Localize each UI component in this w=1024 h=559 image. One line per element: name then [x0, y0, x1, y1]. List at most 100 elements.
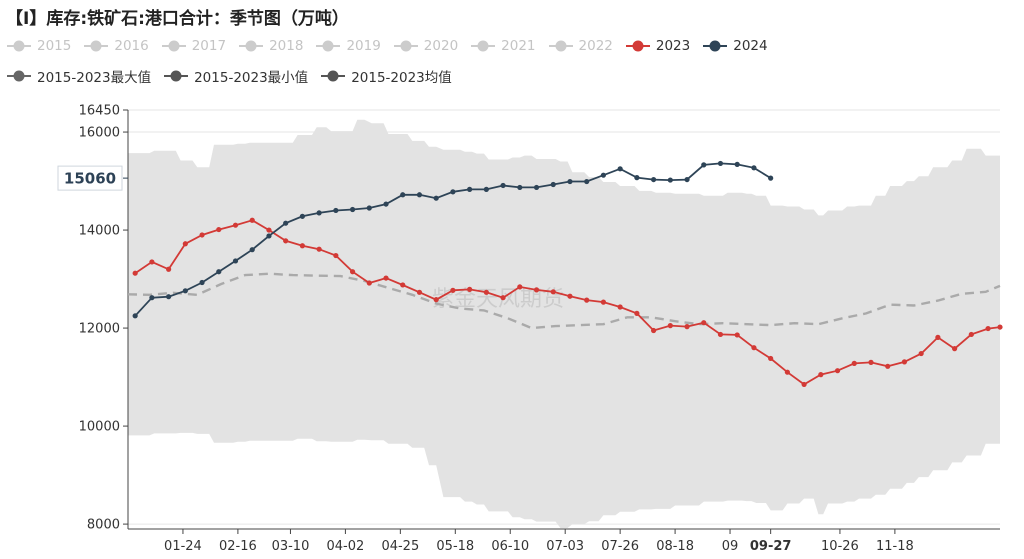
legend-item[interactable]: 2022 — [548, 38, 613, 54]
series-2024-point — [550, 181, 556, 188]
series-2023-point — [935, 334, 941, 340]
series-2023-point — [667, 323, 673, 329]
legend-item[interactable]: 2024 — [702, 38, 768, 54]
legend-item[interactable]: 2015-2023最小值 — [163, 66, 308, 86]
x-tick-label: 09 — [722, 539, 739, 554]
legend-label: 2016 — [114, 38, 149, 54]
series-2024-point — [450, 189, 456, 195]
series-2024-point — [667, 177, 673, 183]
legend-item[interactable]: 2021 — [470, 38, 536, 54]
y-tick-label: 12000 — [79, 322, 120, 337]
series-2023-point — [266, 227, 272, 233]
series-2023-point — [851, 360, 857, 366]
x-tick-label: 07-03 — [546, 539, 584, 554]
legend-item[interactable]: 2016 — [83, 38, 149, 54]
series-2024-point — [283, 220, 289, 226]
series-2023-point — [617, 304, 623, 310]
series-2023-point — [968, 331, 974, 338]
x-tick-label: 03-10 — [272, 539, 310, 554]
series-2024-point — [132, 313, 138, 319]
series-2024-point — [701, 162, 707, 168]
series-2024-point — [500, 182, 506, 189]
legend-item[interactable]: 2023 — [625, 38, 690, 54]
line-dot-icon — [161, 40, 186, 52]
legend-item[interactable]: 2015-2023均值 — [320, 66, 452, 86]
line-dot-icon — [239, 40, 264, 52]
legend-item[interactable]: 2018 — [238, 38, 303, 54]
series-2023-point — [751, 345, 757, 351]
chart-title: 【I】库存:铁矿石:港口合计：季节图（万吨） — [6, 9, 349, 29]
x-tick-label: 04-02 — [327, 539, 365, 554]
series-2024-point — [684, 176, 690, 183]
legend-label: 2015-2023最大值 — [37, 70, 152, 86]
series-2024-point — [216, 269, 222, 275]
legend-label: 2019 — [346, 38, 381, 54]
legend-item[interactable]: 2015 — [6, 38, 71, 54]
series-2023-point — [784, 369, 790, 375]
series-2024-point — [166, 294, 172, 300]
series-2024-point — [533, 184, 540, 191]
series-2024-point — [400, 192, 406, 198]
series-2024-point — [366, 205, 372, 211]
series-2024-point — [517, 184, 523, 191]
x-tick-label: 05-18 — [436, 539, 474, 554]
line-dot-icon — [393, 40, 418, 52]
x-tick-label: 01-24 — [164, 539, 202, 554]
series-2023-point — [199, 232, 205, 238]
current-value-label: 15060 — [64, 170, 116, 188]
series-2023-point — [433, 297, 439, 303]
series-2023-point — [467, 286, 473, 292]
line-dot-icon — [164, 70, 189, 82]
series-2023-point — [299, 243, 305, 249]
line-dot-icon — [625, 40, 650, 52]
legend-label: 2015-2023最小值 — [194, 70, 309, 86]
line-dot-icon — [7, 70, 31, 82]
legend-item[interactable]: 2017 — [161, 38, 226, 54]
series-2023-point — [283, 238, 289, 244]
x-tick-label: 07-26 — [601, 539, 639, 554]
series-2023-point — [232, 222, 239, 228]
series-2024-point — [299, 213, 305, 219]
axis-labels: 8000 10000 12000 14000 16000 16450 01-24 02-16 0… — [57, 104, 914, 554]
legend-label: 2021 — [501, 38, 536, 54]
series-2024-point — [416, 192, 423, 198]
y-tick-label: 8000 — [87, 518, 120, 533]
series-2024-point — [199, 279, 205, 286]
series-2024-point — [584, 178, 590, 185]
series-2023-point — [450, 287, 456, 293]
min-max-band — [128, 119, 1000, 529]
series-2024-point — [467, 186, 473, 192]
series-2023-point — [734, 332, 740, 338]
legend-item[interactable]: 2019 — [315, 38, 381, 54]
series-2023-point — [768, 355, 774, 362]
series-2023-point — [517, 284, 523, 290]
line-dot-icon — [84, 40, 109, 52]
series-2023-point — [182, 241, 188, 247]
current-value-box — [57, 165, 123, 191]
series-2023-point — [349, 269, 356, 275]
series-2023-point — [985, 325, 991, 332]
legend-label: 2017 — [191, 38, 227, 54]
legend-item[interactable]: 2020 — [393, 38, 458, 54]
series-2023-point — [166, 266, 172, 272]
series-2023-point — [701, 320, 707, 326]
series-2024-point — [333, 207, 339, 214]
legend-label: 2015-2023均值 — [351, 70, 452, 86]
y-tick-label: 10000 — [79, 420, 120, 435]
series-2023-point — [500, 295, 506, 301]
series-2023-point — [952, 346, 958, 352]
series-2024-point — [182, 288, 188, 294]
series-2023-point — [333, 252, 339, 259]
series-2023-point — [801, 381, 807, 388]
y-tick-label: 16000 — [79, 126, 120, 141]
series-2023-point — [901, 359, 908, 365]
series-2023-point — [818, 372, 824, 378]
series-2024-point — [266, 233, 272, 239]
legend-item[interactable]: 2015-2023最大值 — [6, 66, 151, 86]
series-2023-point — [918, 350, 924, 357]
series-2023-point — [416, 289, 423, 295]
series-2024-point — [383, 201, 389, 207]
line-dot-icon — [316, 40, 341, 52]
series-2024-point — [433, 195, 439, 201]
series-2024-point — [149, 295, 155, 301]
